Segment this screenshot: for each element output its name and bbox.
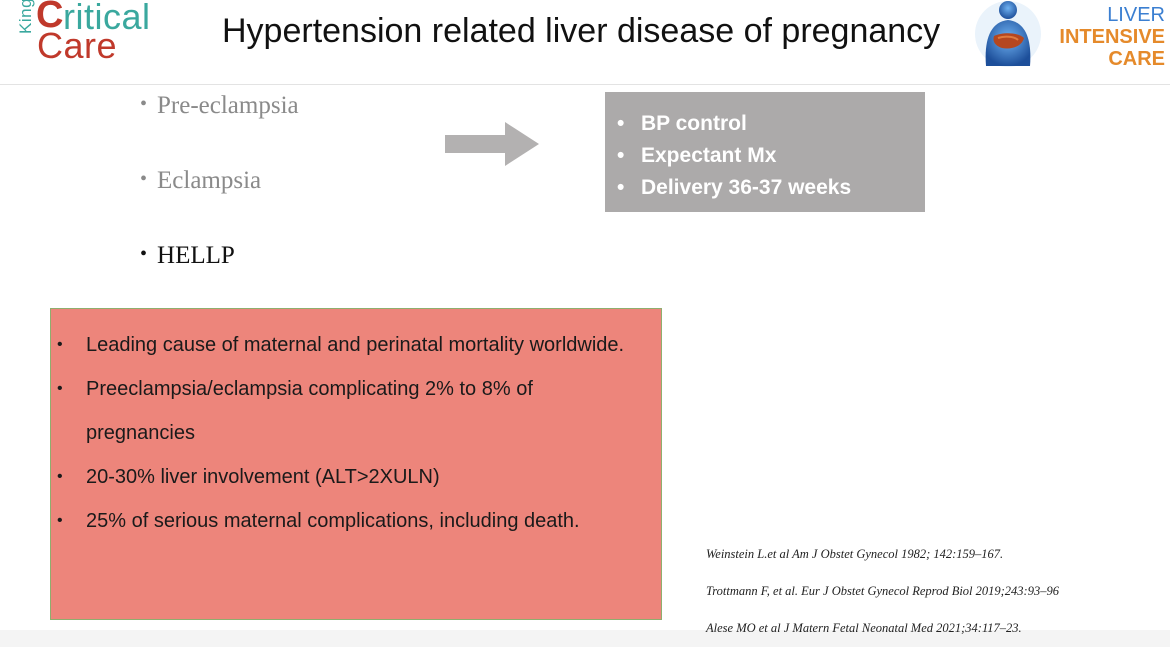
bullet-dot: • — [140, 168, 148, 190]
kings-critical-care-logo: King's C ritical Care — [10, 0, 180, 66]
facts-box: • Leading cause of maternal and perinatal… — [50, 308, 662, 620]
fact-item: • Leading cause of maternal and perinatal… — [57, 334, 625, 356]
bullet-dot: • — [140, 93, 148, 115]
logo-kings-text: King's — [16, 0, 35, 34]
management-label: Delivery 36-37 weeks — [641, 176, 852, 199]
liver-intensive-care-logo: LIVER INTENSIVE CARE — [1050, 4, 1165, 70]
logo-intensive-text: INTENSIVE — [1059, 26, 1165, 48]
header-divider — [0, 84, 1170, 85]
logo-care-text-right: CARE — [1108, 48, 1165, 70]
logo-c-letter: C — [36, 0, 64, 36]
fact-text: Preeclampsia/eclampsia complicating 2% t… — [86, 378, 533, 444]
logo-critical-text: ritical — [63, 0, 151, 37]
fact-text: 25% of serious maternal complications, i… — [86, 510, 580, 532]
management-item: • Expectant Mx — [617, 144, 777, 167]
logo-liver-text: LIVER — [1107, 4, 1165, 26]
logo-care-text: Care — [37, 25, 118, 66]
reference-item: Weinstein L.et al Am J Obstet Gynecol 19… — [706, 547, 1004, 561]
fact-item: • Preeclampsia/eclampsia complicating 2% … — [57, 378, 533, 444]
condition-item: • Eclampsia — [140, 167, 261, 195]
facts-list: • Leading cause of maternal and perinatal… — [51, 309, 661, 543]
management-item: • Delivery 36-37 weeks — [617, 176, 852, 199]
management-label: Expectant Mx — [641, 144, 777, 167]
management-item: • BP control — [617, 112, 747, 135]
management-box: • BP control • Expectant Mx • Delivery 36-3… — [605, 92, 925, 212]
condition-label: Pre-eclampsia — [157, 92, 299, 119]
fact-item: • 25% of serious maternal complications, … — [57, 510, 580, 532]
right-arrow-icon — [445, 122, 539, 166]
fact-text: Leading cause of maternal and perinatal … — [86, 334, 625, 356]
reference-item: Alese MO et al J Matern Fetal Neonatal M… — [706, 621, 1022, 635]
condition-label: Eclampsia — [157, 167, 262, 194]
condition-item: • Pre-eclampsia — [140, 92, 299, 120]
management-label: BP control — [641, 112, 747, 135]
bullet-dot: • — [140, 243, 148, 265]
reference-item: Trottmann F, et al. Eur J Obstet Gynecol… — [706, 584, 1059, 598]
fact-item: • 20-30% liver involvement (ALT>2XULN) — [57, 466, 440, 488]
condition-label: HELLP — [157, 242, 235, 269]
management-list: • BP control • Expectant Mx • Delivery 36-3… — [605, 92, 925, 204]
condition-item: • HELLP — [140, 242, 235, 270]
references: Weinstein L.et al Am J Obstet Gynecol 19… — [706, 536, 1146, 647]
liver-body-icon — [975, 1, 1041, 67]
slide-title: Hypertension related liver disease of pr… — [222, 12, 941, 50]
fact-text: 20-30% liver involvement (ALT>2XULN) — [86, 466, 440, 488]
